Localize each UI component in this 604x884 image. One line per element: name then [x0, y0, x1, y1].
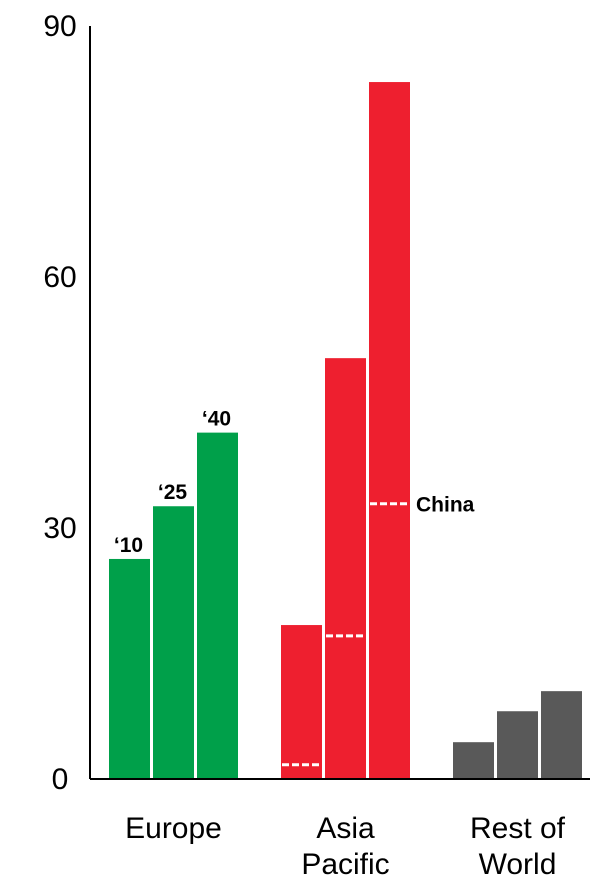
bar — [541, 691, 582, 779]
category-label: Europe — [125, 812, 222, 845]
bar — [497, 711, 538, 779]
category-label: Asia — [316, 812, 375, 845]
bar-data-label: ‘25 — [158, 481, 188, 504]
bar-data-label: ‘40 — [202, 408, 231, 431]
y-tick-label: 90 — [43, 10, 76, 43]
bar — [281, 625, 322, 779]
bar — [153, 506, 194, 779]
y-tick-label: 30 — [43, 512, 76, 545]
y-tick-label: 0 — [52, 763, 69, 796]
bar-data-label: ‘10 — [114, 534, 143, 557]
bar — [197, 432, 238, 779]
bar — [325, 358, 366, 779]
chart-marks — [109, 82, 582, 780]
bar — [453, 742, 494, 779]
china-annotation-label: China — [416, 494, 475, 517]
category-label: Pacific — [301, 848, 389, 881]
category-label: World — [479, 848, 557, 881]
bar — [109, 558, 150, 779]
bar — [369, 82, 410, 780]
y-tick-label: 60 — [43, 261, 76, 294]
category-label: Rest of — [470, 812, 566, 845]
